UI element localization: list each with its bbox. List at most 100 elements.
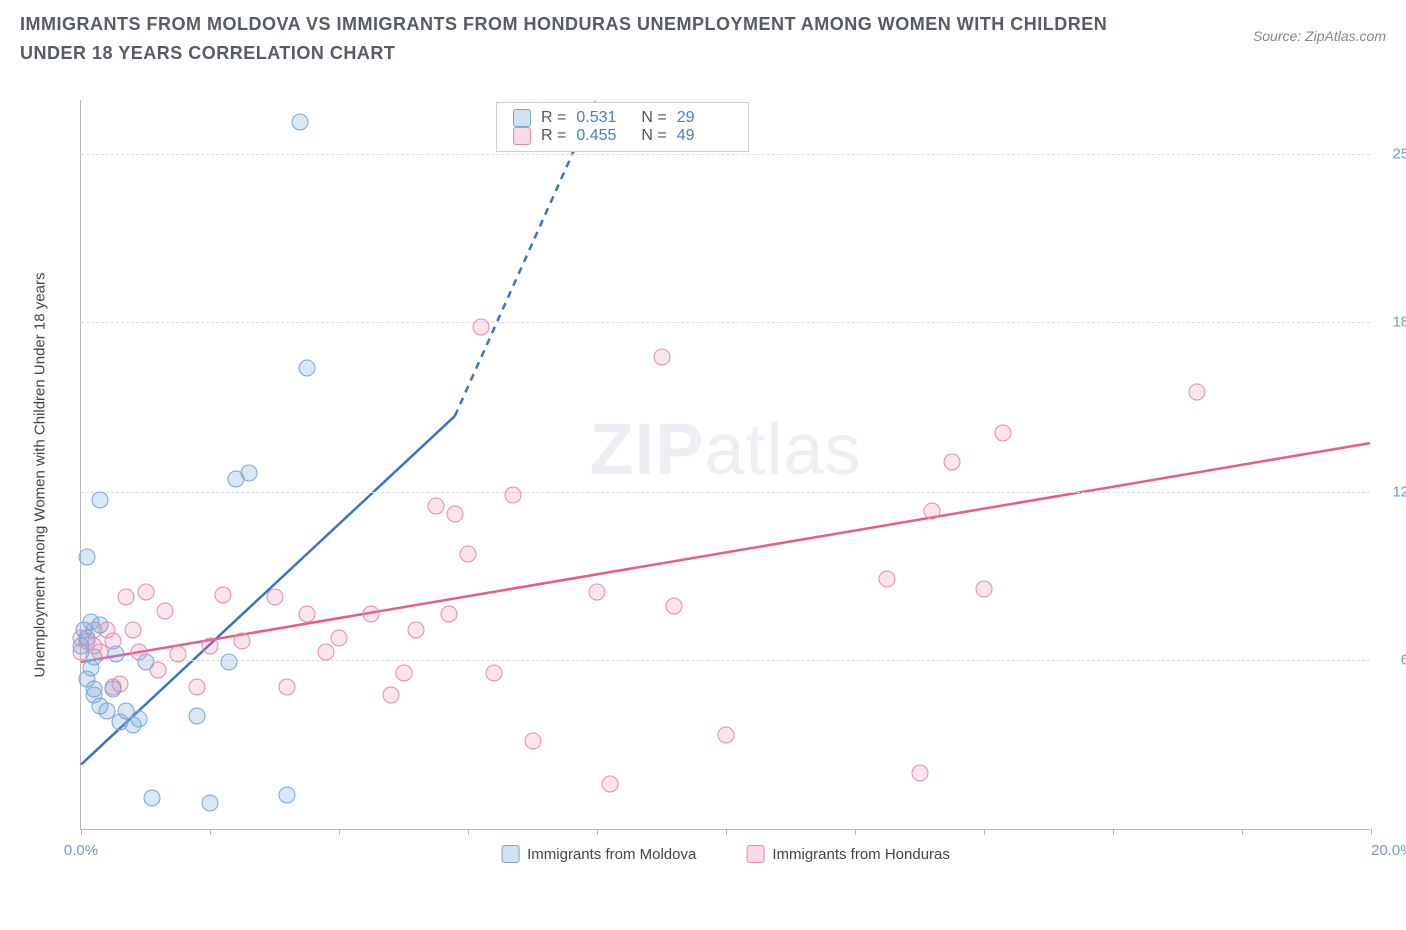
swatch-honduras [746,845,764,863]
marker-honduras [382,686,399,703]
marker-honduras [924,502,941,519]
legend-label-moldova: Immigrants from Moldova [527,846,696,863]
marker-honduras [427,497,444,514]
marker-honduras [214,586,231,603]
r-value-honduras: 0.455 [576,127,631,145]
r-label: R = [541,127,566,145]
x-tick [210,829,211,835]
marker-moldova [85,648,102,665]
legend-label-honduras: Immigrants from Honduras [772,846,950,863]
marker-moldova [92,492,109,509]
series-legend: Immigrants from Moldova Immigrants from … [501,845,950,863]
n-value-honduras: 49 [677,127,732,145]
n-value-moldova: 29 [677,109,732,127]
marker-honduras [589,584,606,601]
swatch-honduras [513,127,531,145]
marker-moldova [202,794,219,811]
marker-honduras [447,505,464,522]
gridline [81,660,1370,661]
stats-row-honduras: R = 0.455 N = 49 [513,127,732,145]
marker-honduras [460,546,477,563]
marker-honduras [156,603,173,620]
marker-honduras [472,319,489,336]
marker-honduras [440,605,457,622]
marker-moldova [79,630,96,647]
marker-honduras [118,589,135,606]
n-label: N = [641,127,666,145]
marker-honduras [189,678,206,695]
marker-moldova [131,711,148,728]
y-tick-label: 18.8% [1380,313,1406,330]
marker-moldova [92,616,109,633]
x-tick-label: 20.0% [1371,842,1390,859]
legend-item-honduras: Immigrants from Honduras [746,845,950,863]
marker-honduras [943,454,960,471]
legend-item-moldova: Immigrants from Moldova [501,845,696,863]
x-tick [339,829,340,835]
marker-honduras [911,765,928,782]
marker-honduras [485,665,502,682]
marker-honduras [279,678,296,695]
marker-honduras [666,597,683,614]
chart-title: IMMIGRANTS FROM MOLDOVA VS IMMIGRANTS FR… [20,10,1120,68]
marker-honduras [318,643,335,660]
marker-honduras [124,621,141,638]
marker-honduras [408,621,425,638]
y-tick-label: 25.0% [1380,146,1406,163]
marker-moldova [240,465,257,482]
stats-row-moldova: R = 0.531 N = 29 [513,109,732,127]
marker-moldova [85,681,102,698]
y-tick-label: 6.3% [1380,651,1406,668]
n-label: N = [641,109,666,127]
marker-honduras [505,486,522,503]
marker-moldova [298,359,315,376]
marker-honduras [524,732,541,749]
marker-honduras [718,727,735,744]
trend-line [81,443,1370,662]
marker-honduras [363,605,380,622]
marker-honduras [395,665,412,682]
marker-moldova [143,789,160,806]
marker-honduras [298,605,315,622]
gridline [81,322,1370,323]
marker-honduras [601,776,618,793]
marker-moldova [79,548,96,565]
y-axis-label: Unemployment Among Women with Children U… [32,273,49,678]
swatch-moldova [501,845,519,863]
marker-moldova [105,681,122,698]
x-tick [1242,829,1243,835]
marker-honduras [653,348,670,365]
marker-honduras [879,570,896,587]
marker-honduras [202,638,219,655]
source-credit: Source: ZipAtlas.com [1253,28,1386,44]
marker-moldova [221,654,238,671]
marker-honduras [137,584,154,601]
plot-area: ZIPatlas R = 0.531 N = 29 R = 0.455 N = … [80,100,1370,830]
marker-honduras [266,589,283,606]
x-tick [984,829,985,835]
y-tick-label: 12.5% [1380,484,1406,501]
gridline [81,154,1370,155]
marker-honduras [995,424,1012,441]
x-tick [1371,829,1372,835]
marker-moldova [279,786,296,803]
gridline [81,492,1370,493]
correlation-scatter-chart: Unemployment Among Women with Children U… [50,90,1385,860]
marker-moldova [137,654,154,671]
swatch-moldova [513,109,531,127]
r-value-moldova: 0.531 [576,109,631,127]
marker-honduras [976,581,993,598]
marker-moldova [292,113,309,130]
x-tick [1113,829,1114,835]
x-tick [468,829,469,835]
stats-legend: R = 0.531 N = 29 R = 0.455 N = 49 [496,102,749,152]
x-tick [81,829,82,835]
marker-moldova [108,646,125,663]
r-label: R = [541,109,566,127]
marker-honduras [169,646,186,663]
x-tick [726,829,727,835]
x-tick [855,829,856,835]
marker-honduras [1188,384,1205,401]
x-tick-label: 0.0% [64,842,98,859]
marker-moldova [189,708,206,725]
